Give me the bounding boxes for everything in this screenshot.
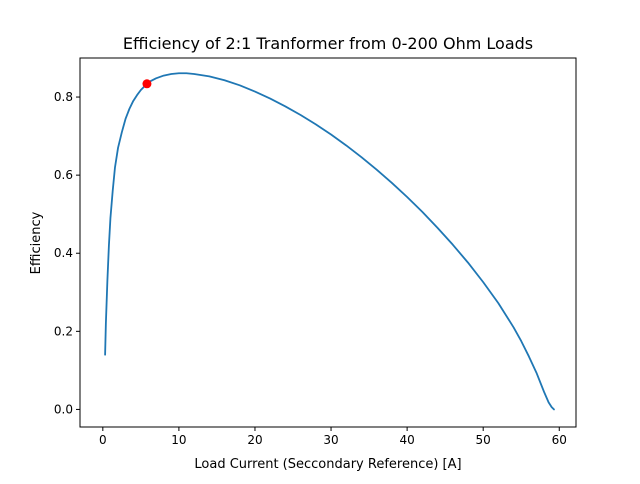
x-tick-label: 10 [171, 433, 186, 447]
x-axis-ticks: 0 10 20 30 40 50 60 [99, 427, 567, 447]
y-tick-label: 0.4 [54, 246, 73, 260]
y-tick-label: 0.8 [54, 90, 73, 104]
plot-area [104, 72, 555, 411]
y-axis-ticks: 0.0 0.2 0.4 0.6 0.8 [54, 90, 80, 416]
highlight-point [142, 79, 152, 89]
x-tick-label: 40 [399, 433, 414, 447]
x-tick-label: 20 [247, 433, 262, 447]
axes-frame [79, 57, 577, 428]
y-tick-label: 0.0 [54, 402, 73, 416]
chart-title: Efficiency of 2:1 Tranformer from 0-200 … [123, 34, 533, 53]
y-axis-label: Efficiency [29, 211, 44, 274]
efficiency-line [104, 72, 555, 411]
y-tick-label: 0.6 [54, 168, 73, 182]
x-tick-label: 30 [323, 433, 338, 447]
x-tick-label: 0 [99, 433, 107, 447]
x-tick-label: 50 [476, 433, 491, 447]
x-tick-label: 60 [552, 433, 567, 447]
y-tick-label: 0.2 [54, 324, 73, 338]
x-axis-label: Load Current (Seccondary Reference) [A] [194, 457, 461, 472]
